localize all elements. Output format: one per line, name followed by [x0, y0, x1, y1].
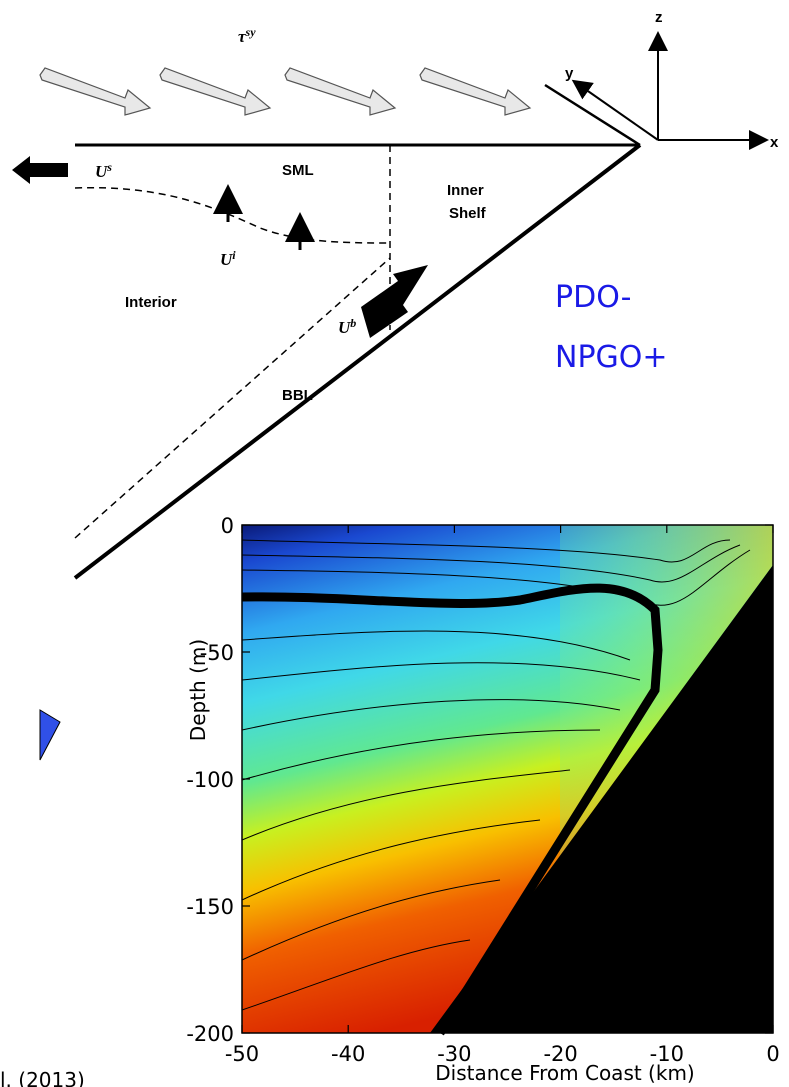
y-axis-label: Depth (m)	[186, 639, 210, 741]
y-tick-label: -200	[186, 1022, 234, 1046]
bottom-flow-label: Ub	[338, 316, 356, 337]
axis-y-label: y	[565, 65, 574, 82]
inner-shelf-label: Shelf	[449, 205, 487, 222]
x-tick-label: -50	[225, 1042, 259, 1066]
phase-label: NPGO+	[555, 340, 668, 375]
x-tick-label: 0	[766, 1042, 779, 1066]
x-tick-label: -40	[331, 1042, 365, 1066]
interior-label: Interior	[125, 294, 177, 311]
citation: l. (2013)	[0, 1068, 85, 1087]
interior-flow-label: Ui	[220, 248, 236, 269]
y-tick-label: 0	[221, 514, 234, 538]
y-tick-label: -100	[186, 768, 234, 792]
y-tick-label: -50	[200, 641, 234, 665]
axis-z-label: z	[655, 9, 663, 26]
schematic	[12, 31, 769, 761]
bbl-label: BBL	[282, 387, 313, 404]
axis-x-label: x	[770, 134, 779, 151]
plot-field	[241, 524, 774, 1036]
y-tick-label: -150	[186, 895, 234, 919]
inner-shelf-label: Inner	[447, 182, 484, 199]
surface-flow-label: Us	[95, 160, 112, 181]
phase-label: PDO-	[555, 280, 631, 315]
x-tick-label: -20	[543, 1042, 577, 1066]
x-axis-label: Distance From Coast (km)	[435, 1061, 694, 1085]
x-tick-label: -30	[437, 1042, 471, 1066]
x-tick-label: -10	[650, 1042, 684, 1066]
wind-stress-label: τsy	[238, 25, 256, 46]
sml-label: SML	[282, 162, 314, 179]
